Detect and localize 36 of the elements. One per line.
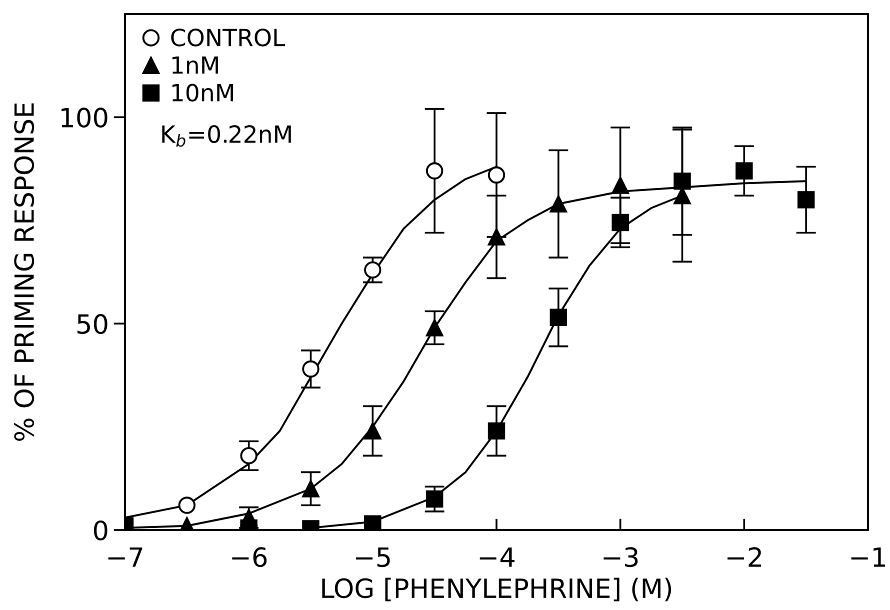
point [426,490,444,508]
y-axis-title: % OF PRIMING RESPONSE [14,103,34,441]
point [797,191,815,208]
point [674,172,691,190]
x-tick-label: −7 [108,547,142,567]
point [612,214,629,232]
legend-label: CONTROL [171,28,286,46]
x-tick-label: −6 [232,547,267,568]
y-tick-label: 50 [77,314,108,334]
point [612,176,629,194]
point [364,515,382,530]
point [364,261,382,279]
point [240,447,258,464]
y-tick-label: 100 [62,108,108,128]
point [426,162,444,180]
x-tick-label: −3 [604,547,638,568]
x-axis-title: LOG [PHENYLEPHRINE] (M) [322,578,672,602]
point [302,480,320,498]
x-tick-label: −5 [356,547,390,568]
point [426,319,444,336]
x-tick-label: −2 [728,547,761,567]
legend-label: 1nM [172,56,218,74]
x-tick-label: −1 [851,547,886,567]
point [488,422,506,440]
point [488,166,506,184]
point [178,496,196,514]
point [550,195,568,212]
point [364,422,382,440]
legend-label: 10nM [172,84,233,102]
point [550,308,568,326]
y-tick-label: 0 [94,520,108,540]
point [488,228,506,246]
x-tick-label: −4 [480,547,514,567]
annotation: K$_{b}$=0.22nM [162,125,291,147]
point [302,360,320,378]
point [736,162,753,180]
